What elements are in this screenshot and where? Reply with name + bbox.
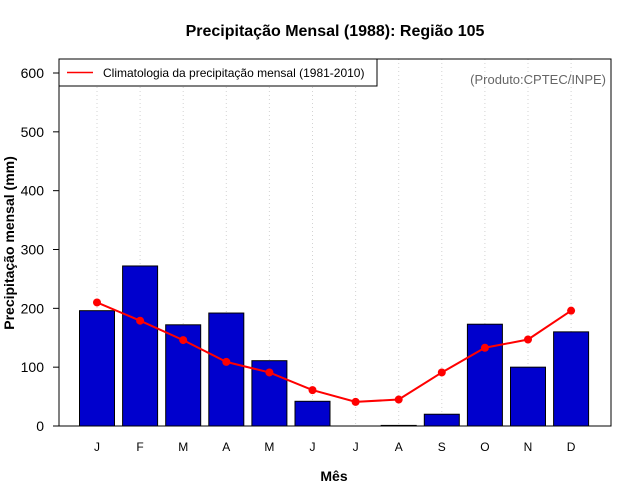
x-tick-label: J bbox=[353, 440, 359, 454]
x-tick-label: M bbox=[178, 440, 188, 454]
bar bbox=[294, 400, 331, 427]
x-tick-label: A bbox=[395, 440, 403, 454]
y-tick-label: 500 bbox=[21, 124, 45, 140]
x-tick-label: O bbox=[480, 440, 489, 454]
climatology-point bbox=[179, 336, 188, 345]
bar bbox=[208, 312, 245, 427]
y-tick-label: 300 bbox=[21, 242, 45, 258]
y-tick-label: 400 bbox=[21, 183, 45, 199]
y-tick-label: 100 bbox=[21, 359, 45, 375]
bar bbox=[122, 265, 159, 427]
x-axis-label: Mês bbox=[320, 468, 347, 484]
x-tick-label: J bbox=[310, 440, 316, 454]
climatology-point bbox=[567, 306, 576, 315]
climatology-line bbox=[96, 301, 572, 403]
climatology-point bbox=[351, 397, 360, 406]
bar bbox=[510, 366, 546, 427]
climatology-point bbox=[265, 368, 274, 377]
y-tick-label: 200 bbox=[21, 300, 45, 316]
legend: Climatologia da precipitação mensal (198… bbox=[58, 58, 378, 87]
climatology-point bbox=[222, 357, 231, 366]
climatology-point bbox=[524, 335, 532, 344]
x-tick-label: F bbox=[136, 440, 143, 454]
bar bbox=[466, 323, 503, 427]
x-tick-label: M bbox=[264, 440, 274, 454]
legend-entry-climatology: Climatologia da precipitação mensal (198… bbox=[103, 66, 364, 80]
x-tick-label: J bbox=[94, 440, 100, 454]
climatology-point bbox=[480, 343, 489, 352]
bar bbox=[79, 310, 115, 427]
x-tick-label: A bbox=[222, 440, 230, 454]
y-tick-label: 600 bbox=[21, 65, 45, 81]
y-axis: 0 100 200 300 400 500 600 bbox=[21, 65, 60, 434]
bar-series bbox=[79, 265, 590, 427]
climatology-point bbox=[136, 316, 145, 325]
climatology-point bbox=[93, 298, 101, 307]
bar bbox=[423, 413, 460, 427]
climatology-point bbox=[308, 386, 317, 395]
legend-box bbox=[58, 58, 378, 87]
x-tick-label: D bbox=[567, 440, 576, 454]
chart-title: Precipitação Mensal (1988): Região 105 bbox=[186, 23, 485, 40]
y-tick-label: 0 bbox=[36, 418, 44, 434]
source-annotation: (Produto:CPTEC/INPE) bbox=[470, 72, 606, 87]
x-tick-label: N bbox=[524, 440, 533, 454]
y-axis-label: Precipitação mensal (mm) bbox=[1, 156, 17, 330]
climatology-point bbox=[394, 395, 403, 404]
bar bbox=[553, 331, 590, 427]
climatology-line-series bbox=[93, 298, 576, 406]
climatology-point bbox=[437, 368, 446, 377]
x-tick-label: S bbox=[438, 440, 446, 454]
